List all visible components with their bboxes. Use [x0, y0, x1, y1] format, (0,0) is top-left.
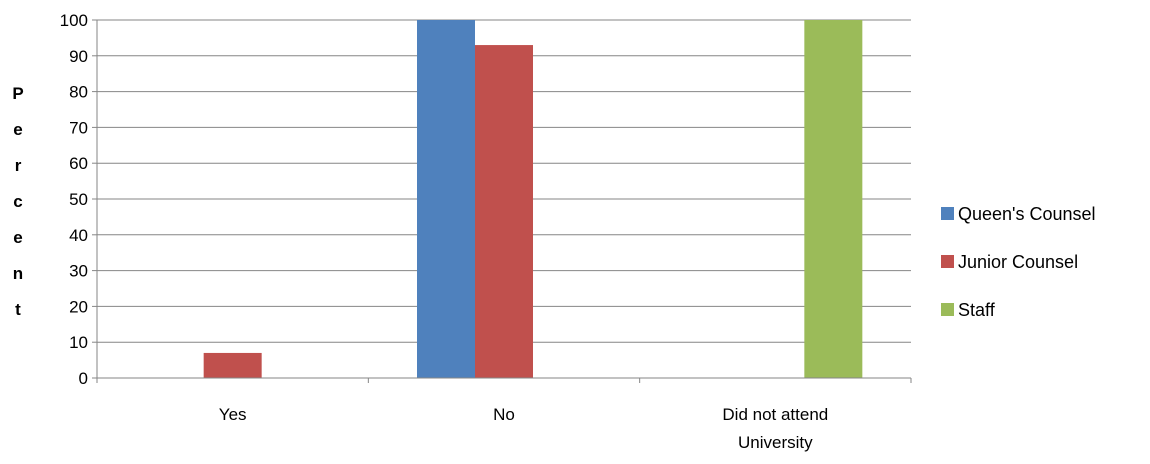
legend-swatch [941, 255, 954, 268]
y-tick-label: 90 [69, 47, 88, 66]
x-tick-labels: Yes No Did not attend University [219, 405, 828, 452]
y-tick-label: 60 [69, 154, 88, 173]
bar [417, 20, 475, 378]
axes [92, 19, 912, 383]
y-tick-label: 10 [69, 333, 88, 352]
bars [203, 20, 863, 379]
x-tick-label: Did not attend University [722, 405, 828, 452]
bar [475, 45, 533, 379]
y-tick-label: 80 [69, 83, 88, 102]
x-tick-label: No [493, 405, 515, 424]
legend-swatch [941, 207, 954, 220]
legend-label: Junior Counsel [958, 252, 1078, 272]
bar [804, 20, 863, 378]
legend-swatch [941, 303, 954, 316]
y-tick-label: 40 [69, 226, 88, 245]
y-tick-label: 0 [79, 369, 88, 388]
y-tick-label: 100 [60, 11, 88, 30]
y-tick-label: 30 [69, 262, 88, 281]
y-tick-label: 70 [69, 118, 88, 137]
legend: Queen's Counsel Junior Counsel Staff [941, 204, 1096, 320]
y-tick-label: 50 [69, 190, 88, 209]
y-tick-label: 20 [69, 297, 88, 316]
y-tick-labels: 0 10 20 30 40 50 60 70 80 90 100 [60, 11, 88, 388]
x-tick-label: Yes [219, 405, 247, 424]
bar [203, 352, 262, 378]
legend-label: Queen's Counsel [958, 204, 1096, 224]
legend-label: Staff [958, 300, 996, 320]
